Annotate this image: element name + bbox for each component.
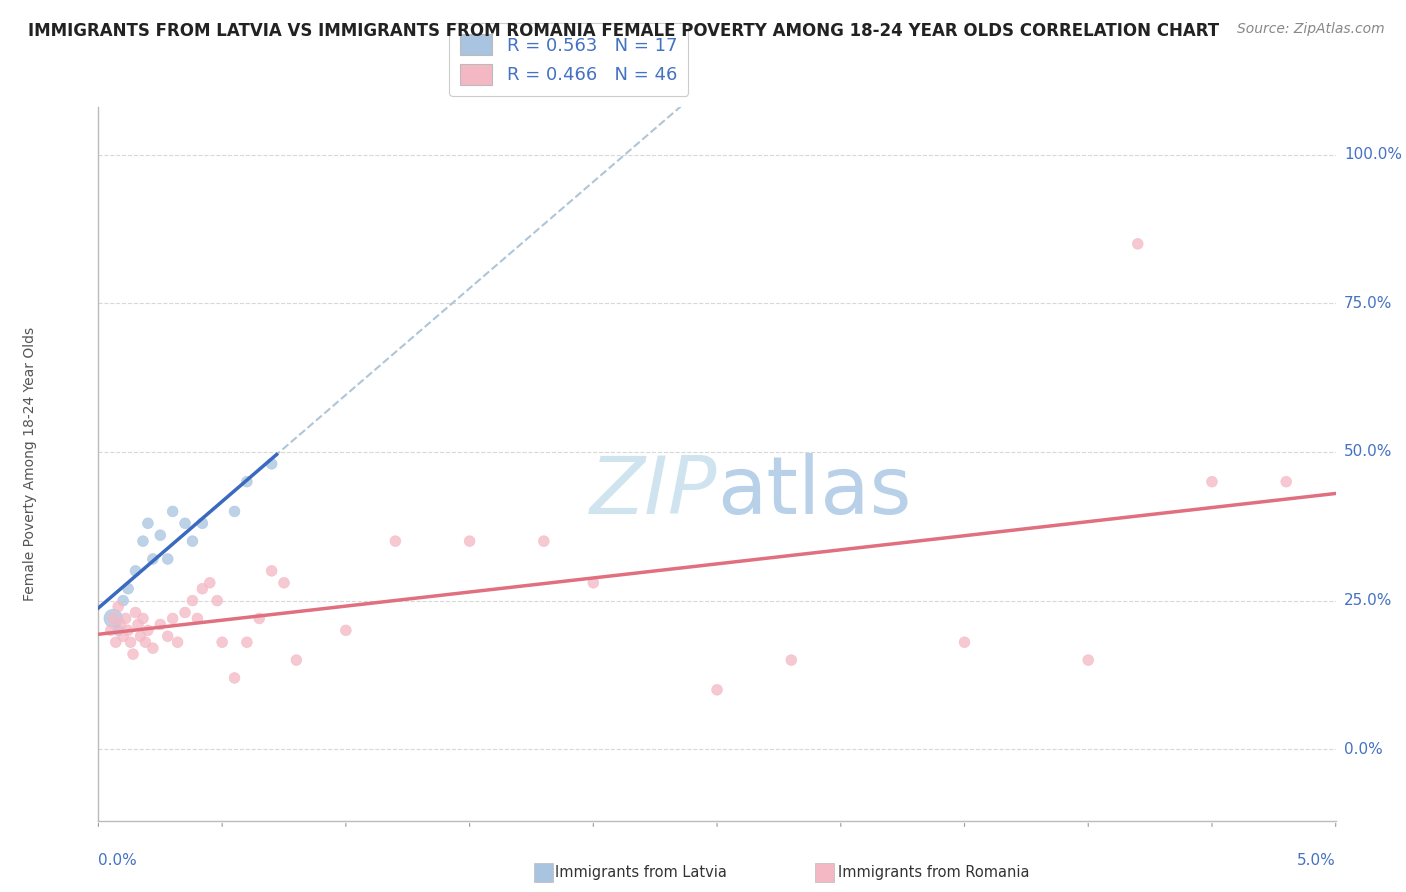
Point bbox=[142, 641, 165, 656]
Point bbox=[205, 593, 228, 607]
Point bbox=[706, 682, 728, 697]
Point bbox=[181, 593, 204, 607]
Point bbox=[142, 552, 165, 566]
Text: 75.0%: 75.0% bbox=[1344, 296, 1392, 310]
Point bbox=[112, 593, 135, 607]
Text: 100.0%: 100.0% bbox=[1344, 147, 1402, 162]
Point bbox=[127, 617, 149, 632]
Text: 0.0%: 0.0% bbox=[98, 853, 138, 868]
Point bbox=[110, 617, 132, 632]
Text: atlas: atlas bbox=[717, 453, 911, 532]
Point bbox=[149, 617, 172, 632]
Point bbox=[224, 504, 246, 518]
Point bbox=[533, 534, 555, 549]
Point bbox=[124, 564, 146, 578]
Point bbox=[186, 611, 208, 625]
Point bbox=[1275, 475, 1298, 489]
Point bbox=[211, 635, 233, 649]
Point bbox=[103, 611, 125, 625]
Point bbox=[162, 504, 184, 518]
Point bbox=[174, 516, 197, 531]
Text: 0.0%: 0.0% bbox=[1344, 742, 1382, 756]
Point bbox=[236, 635, 259, 649]
Point bbox=[1126, 236, 1149, 251]
Point bbox=[104, 635, 127, 649]
Point bbox=[191, 516, 214, 531]
Point bbox=[117, 624, 139, 638]
Point bbox=[285, 653, 308, 667]
Text: ZIP: ZIP bbox=[589, 453, 717, 532]
Point bbox=[136, 516, 159, 531]
Point bbox=[166, 635, 188, 649]
Point bbox=[132, 611, 155, 625]
Point bbox=[384, 534, 406, 549]
Point bbox=[273, 575, 295, 590]
Point bbox=[224, 671, 246, 685]
Point bbox=[247, 611, 270, 625]
Text: Female Poverty Among 18-24 Year Olds: Female Poverty Among 18-24 Year Olds bbox=[24, 326, 38, 601]
Point bbox=[124, 606, 146, 620]
Point bbox=[260, 457, 283, 471]
Point bbox=[458, 534, 481, 549]
Text: IMMIGRANTS FROM LATVIA VS IMMIGRANTS FROM ROMANIA FEMALE POVERTY AMONG 18-24 YEA: IMMIGRANTS FROM LATVIA VS IMMIGRANTS FRO… bbox=[28, 22, 1219, 40]
Point bbox=[100, 624, 122, 638]
Point bbox=[132, 534, 155, 549]
Point bbox=[335, 624, 357, 638]
Text: Immigrants from Latvia: Immigrants from Latvia bbox=[555, 865, 727, 880]
Point bbox=[149, 528, 172, 542]
Point bbox=[107, 599, 129, 614]
Point bbox=[582, 575, 605, 590]
Text: 50.0%: 50.0% bbox=[1344, 444, 1392, 459]
Point bbox=[780, 653, 803, 667]
Point bbox=[136, 624, 159, 638]
Point bbox=[953, 635, 976, 649]
Text: 25.0%: 25.0% bbox=[1344, 593, 1392, 608]
Point bbox=[112, 629, 135, 643]
Text: Immigrants from Romania: Immigrants from Romania bbox=[838, 865, 1029, 880]
Point bbox=[156, 629, 179, 643]
Point bbox=[174, 606, 197, 620]
Point bbox=[162, 611, 184, 625]
Point bbox=[236, 475, 259, 489]
Point bbox=[198, 575, 221, 590]
Legend: R = 0.563   N = 17, R = 0.466   N = 46: R = 0.563 N = 17, R = 0.466 N = 46 bbox=[449, 23, 688, 95]
Point bbox=[120, 635, 142, 649]
Point bbox=[156, 552, 179, 566]
Text: 5.0%: 5.0% bbox=[1296, 853, 1336, 868]
Point bbox=[103, 611, 125, 625]
Point bbox=[191, 582, 214, 596]
Point bbox=[1077, 653, 1099, 667]
Point bbox=[117, 582, 139, 596]
Point bbox=[122, 647, 145, 661]
Point bbox=[129, 629, 152, 643]
Point bbox=[181, 534, 204, 549]
Text: Source: ZipAtlas.com: Source: ZipAtlas.com bbox=[1237, 22, 1385, 37]
Point bbox=[1201, 475, 1223, 489]
Point bbox=[107, 624, 129, 638]
Point bbox=[114, 611, 136, 625]
Point bbox=[134, 635, 156, 649]
Point bbox=[260, 564, 283, 578]
